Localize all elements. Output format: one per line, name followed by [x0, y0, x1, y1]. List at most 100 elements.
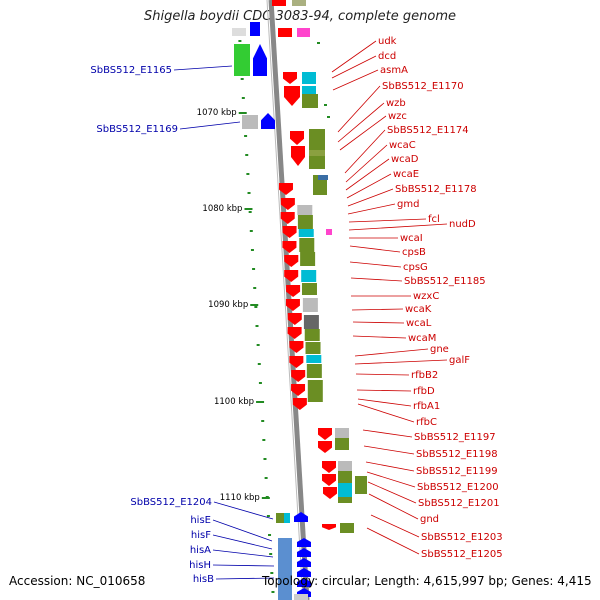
genome-summary: Topology: circular; Length: 4,615,997 bp… — [262, 574, 592, 588]
gene-label-gmd: gmd — [397, 199, 419, 210]
gc-bar — [306, 355, 322, 363]
gene-label-sbbs512_e1201: SbBS512_E1201 — [418, 498, 500, 509]
right-leader-line — [349, 261, 402, 268]
gc-bar — [340, 523, 354, 533]
gene-label-wzxc: wzxC — [413, 291, 439, 302]
gene-label-sbbs512_e1174: SbBS512_E1174 — [387, 125, 469, 136]
gene-label-wcam: wcaM — [408, 333, 436, 344]
ruler-tick — [258, 382, 262, 384]
right-leader-line — [348, 223, 448, 231]
ruler-tick — [238, 40, 242, 42]
gene-label-wcae: wcaE — [393, 169, 419, 180]
gc-bar — [300, 252, 316, 266]
forward-gene-arrow — [291, 146, 305, 166]
ruler-tick — [266, 515, 270, 517]
forward-gene-arrow — [286, 285, 301, 297]
gc-bar — [304, 329, 320, 341]
gene-label-sbbs512_e1165: SbBS512_E1165 — [90, 65, 172, 76]
left-leader-line — [215, 577, 275, 580]
gene-label-wcad: wcaD — [391, 154, 419, 165]
gc-bar — [292, 0, 306, 6]
ruler-tick — [324, 104, 327, 106]
kbp-tick — [256, 401, 265, 403]
ruler-tick — [317, 42, 320, 44]
gc-bar — [297, 28, 310, 37]
gene-label-rfbc: rfbC — [416, 417, 437, 428]
kbp-label: 1080 kbp — [202, 204, 242, 214]
right-leader-line — [354, 359, 448, 365]
gene-label-sbbs512_e1205: SbBS512_E1205 — [421, 549, 503, 560]
gene-label-dcd: dcd — [378, 51, 396, 62]
his-operon-block — [278, 538, 292, 600]
gene-label-hise: hisE — [190, 515, 211, 526]
gc-bar — [297, 205, 313, 215]
gene-label-hisb: hisB — [193, 574, 214, 585]
gc-bar — [297, 215, 313, 229]
gc-bar — [301, 270, 317, 282]
gene-label-rfba1: rfbA1 — [413, 401, 440, 412]
gene-label-wzb: wzb — [386, 98, 406, 109]
gene-label-cpsg: cpsG — [403, 262, 428, 273]
right-leader-line — [363, 445, 415, 455]
right-leader-line — [365, 461, 415, 472]
forward-gene-arrow — [291, 370, 306, 382]
gc-bar — [302, 94, 318, 108]
gc-bar — [303, 315, 319, 329]
genome-title: Shigella boydii CDC 3083-94, complete ge… — [143, 9, 457, 24]
ruler-tick — [257, 363, 261, 365]
gene-label-hish: hisH — [189, 560, 211, 571]
right-leader-line — [347, 188, 394, 207]
gc-bar — [302, 298, 318, 312]
ruler-tick — [268, 534, 272, 536]
gc-bar — [338, 483, 352, 497]
ruler-tick — [244, 135, 248, 137]
left-leader-line — [212, 549, 274, 558]
right-leader-line — [352, 321, 405, 324]
gene-label-sbbs512_e1199: SbBS512_E1199 — [416, 466, 498, 477]
gc-bar — [232, 28, 246, 36]
forward-gene-arrow — [290, 131, 304, 145]
ruler-tick — [249, 230, 253, 232]
forward-gene-arrow — [285, 299, 300, 311]
gc-bar — [309, 129, 325, 169]
forward-gene-arrow — [284, 270, 299, 282]
gc-bar — [338, 461, 352, 471]
gc-bar — [306, 364, 322, 378]
forward-gene-arrow — [287, 313, 302, 325]
gene-label-gne: gne — [430, 344, 449, 355]
gc-bar — [299, 238, 315, 252]
ruler-tick — [270, 572, 274, 574]
left-leader-line — [179, 121, 241, 130]
ruler-tick — [241, 97, 245, 99]
ruler-tick — [271, 591, 275, 593]
gene-label-hisf: hisF — [191, 530, 211, 541]
reverse-gene-arrow — [297, 558, 311, 567]
gc-bar — [338, 471, 352, 483]
gene-label-rfbb2: rfbB2 — [411, 370, 438, 381]
gene-label-gnd: gnd — [420, 514, 439, 525]
gene-label-udk: udk — [378, 36, 397, 47]
forward-gene-arrow — [284, 86, 300, 106]
ruler-tick — [254, 306, 258, 308]
right-leader-line — [355, 373, 410, 376]
ruler-tick — [250, 249, 254, 251]
kbp-label: 1110 kbp — [220, 493, 260, 503]
forward-gene-arrow — [282, 226, 297, 238]
gene-label-sbbs512_e1198: SbBS512_E1198 — [416, 449, 498, 460]
forward-gene-arrow — [322, 461, 336, 473]
reverse-gene-arrow — [294, 512, 308, 522]
gene-label-sbbs512_e1204: SbBS512_E1204 — [130, 497, 212, 508]
gc-bar — [335, 438, 349, 450]
right-leader-line — [331, 40, 377, 73]
backbone-shadow — [266, 0, 304, 600]
ruler-tick — [245, 154, 249, 156]
gc-bar — [301, 283, 317, 295]
kbp-label: 1100 kbp — [214, 397, 254, 407]
reverse-gene-arrow — [297, 548, 311, 557]
gene-label-wcac: wcaC — [389, 140, 416, 151]
kbp-tick — [238, 112, 247, 114]
right-leader-line — [368, 493, 419, 520]
reverse-gene-arrow — [297, 538, 311, 547]
right-leader-line — [366, 527, 420, 555]
right-leader-line — [337, 102, 385, 143]
